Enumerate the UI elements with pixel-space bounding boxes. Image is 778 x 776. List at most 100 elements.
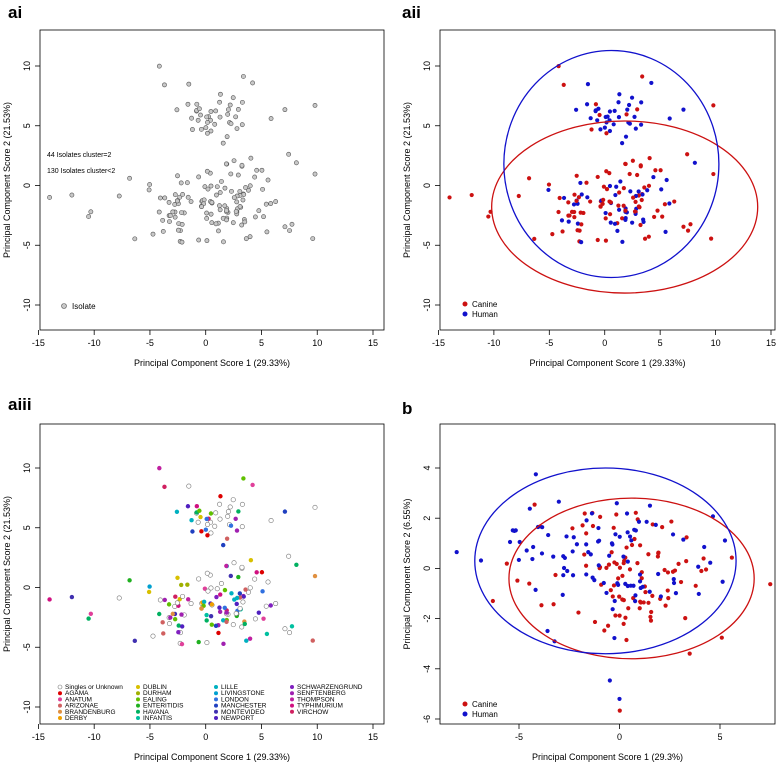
x-tick-label: 5 (658, 338, 663, 348)
human-point (527, 506, 532, 511)
isolate-point (261, 214, 266, 220)
isolate-point (240, 197, 246, 203)
isolate-point (185, 194, 191, 200)
human-point (570, 573, 576, 578)
serovar-point (230, 497, 236, 503)
legend-marker (290, 709, 294, 714)
isolate-point (201, 197, 207, 203)
isolate-point (127, 175, 132, 181)
human-point (603, 114, 608, 120)
serovar-point (196, 576, 202, 582)
plot-frame (439, 423, 776, 725)
panel-letter-b: b (402, 399, 412, 418)
y-axis-label: Principal Component Score 2 (21.53%) (2, 496, 12, 652)
canine-point (532, 236, 537, 241)
serovar-point (239, 564, 245, 570)
serovar-point (179, 624, 185, 629)
cluster-note-1: 44 Isolates cluster=2 (47, 152, 112, 159)
canine-point (579, 222, 584, 227)
isolate-point (250, 80, 256, 86)
serovar-point (218, 592, 223, 597)
isolate-point (204, 210, 210, 216)
legend-marker (58, 716, 62, 720)
isolate-point (252, 174, 258, 180)
canine-point (650, 522, 655, 527)
human-point (647, 503, 653, 508)
serovar-point (229, 591, 234, 596)
human-ellipse (503, 49, 720, 279)
legend-marker (58, 697, 62, 702)
legend-label: EALING (143, 696, 167, 703)
x-tick-label: -5 (545, 338, 553, 348)
legend-label: SENFTENBERG (297, 690, 346, 697)
serovar-point (268, 518, 274, 524)
isolate-point (240, 99, 245, 105)
isolate-point (228, 171, 234, 177)
canine-point (598, 514, 603, 519)
canine-point (627, 567, 633, 572)
canine-point (642, 236, 648, 241)
canine-point (646, 183, 652, 188)
canine-point (703, 567, 709, 572)
canine-point (638, 222, 643, 228)
y-tick-label: 2 (422, 516, 432, 521)
canine-point (639, 576, 644, 581)
canine-point (638, 163, 643, 168)
human-point (625, 107, 630, 112)
human-point (571, 202, 577, 207)
serovar-point (146, 589, 152, 595)
isolate-point (162, 82, 167, 88)
x-axis-label: Principal Component Score 1 (29.3%) (532, 752, 683, 762)
serovar-point (217, 501, 223, 507)
human-point (598, 127, 603, 132)
y-axis-label: Principal Component Score 2 (6.55%) (402, 498, 412, 649)
legend-marker-human (462, 711, 468, 717)
canine-point (630, 158, 635, 163)
serovar-point (228, 523, 234, 528)
canine-point (608, 200, 613, 205)
canine-point (566, 200, 571, 205)
serovar-point (240, 599, 246, 605)
canine-point (527, 581, 532, 586)
serovar-point (220, 618, 226, 623)
human-point (533, 472, 538, 477)
canine-point (631, 195, 636, 200)
canine-point (607, 212, 613, 217)
serovar-point (244, 638, 249, 643)
human-point (546, 187, 551, 193)
canine-point (637, 606, 642, 611)
isolate-point (223, 161, 229, 167)
canine-point (621, 186, 626, 191)
legend-marker (136, 697, 140, 702)
isolate-point (216, 228, 221, 234)
isolate-point (239, 162, 245, 168)
isolate-point (247, 183, 253, 189)
canine-point (632, 536, 637, 542)
human-point (623, 134, 629, 139)
legend-label-isolate: Isolate (72, 302, 96, 311)
x-tick-label: 5 (259, 338, 264, 348)
serovar-point (208, 585, 214, 591)
serovar-point (176, 623, 181, 628)
canine-point (490, 598, 495, 604)
canine-point (663, 603, 668, 608)
y-tick-label: 0 (422, 566, 432, 571)
canine-point (626, 606, 631, 611)
isolate-point (208, 109, 214, 114)
human-point (616, 100, 621, 105)
x-tick-label: 0 (617, 732, 622, 742)
canine-point (617, 565, 623, 570)
canine-point (550, 232, 555, 237)
human-point (559, 218, 565, 223)
human-point (533, 587, 538, 593)
human-point (507, 539, 513, 545)
isolate-point (213, 108, 219, 114)
isolate-point (156, 209, 162, 215)
isolate-point (282, 107, 288, 113)
human-point (617, 534, 622, 539)
isolate-point (237, 189, 243, 194)
canine-point (620, 216, 625, 221)
isolate-point (179, 210, 184, 216)
isolate-point (86, 214, 92, 219)
human-point (612, 108, 617, 114)
